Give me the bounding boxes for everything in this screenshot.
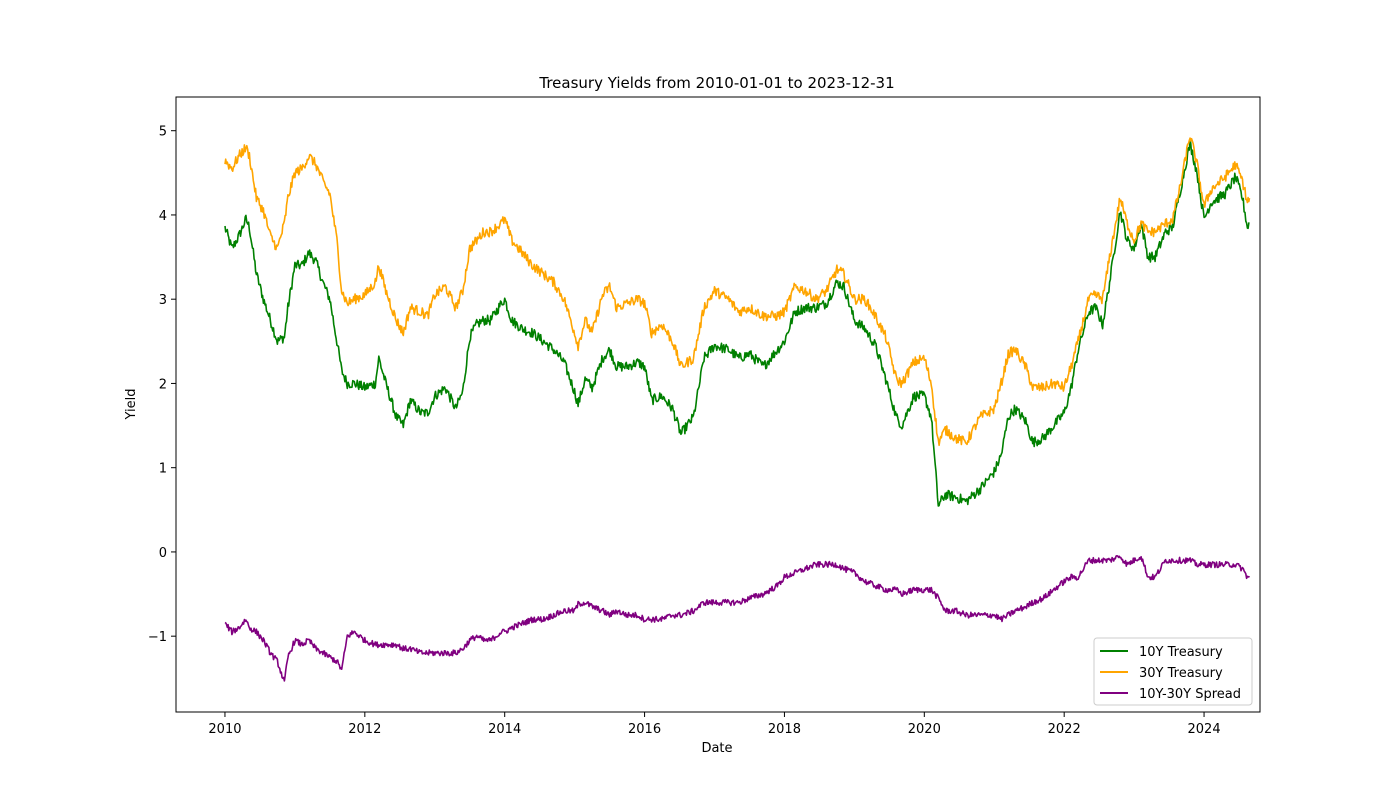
x-tick-label: 2010 [208, 722, 241, 737]
series-line-1 [224, 138, 1250, 507]
series-line-3 [224, 555, 1250, 682]
plot-frame [175, 96, 1261, 713]
series-layer [224, 137, 1251, 682]
series-line-2 [224, 137, 1251, 447]
y-tick-label: −1 [148, 630, 167, 645]
y-axis-label: Yield [124, 389, 139, 421]
y-tick-label: 3 [159, 293, 167, 308]
x-tick-label: 2016 [628, 722, 661, 737]
x-axis: 2010 2012 2014 2016 2018 2020 2022 2024 [208, 712, 1221, 737]
x-tick-label: 2014 [488, 722, 521, 737]
plot-area [175, 96, 1261, 713]
x-tick-label: 2020 [908, 722, 941, 737]
x-tick-label: 2012 [348, 722, 381, 737]
x-tick-label: 2024 [1188, 722, 1221, 737]
x-tick-label: 2022 [1048, 722, 1081, 737]
y-tick-label: 5 [159, 125, 167, 140]
legend-label-3: 10Y-30Y Spread [1139, 687, 1241, 702]
chart-title: Treasury Yields from 2010-01-01 to 2023-… [538, 74, 894, 92]
legend: 10Y Treasury 30Y Treasury 10Y-30Y Spread [1093, 637, 1253, 706]
y-tick-label: 2 [159, 377, 167, 392]
y-tick-label: 4 [159, 209, 167, 224]
x-axis-label: Date [701, 741, 732, 756]
legend-label-1: 10Y Treasury [1139, 645, 1223, 660]
y-tick-label: 0 [159, 546, 167, 561]
legend-label-2: 30Y Treasury [1139, 666, 1223, 681]
y-tick-label: 1 [159, 462, 167, 477]
x-tick-label: 2018 [768, 722, 801, 737]
legend-box [1093, 637, 1253, 706]
y-axis: −1 0 1 2 3 4 5 [148, 125, 176, 645]
